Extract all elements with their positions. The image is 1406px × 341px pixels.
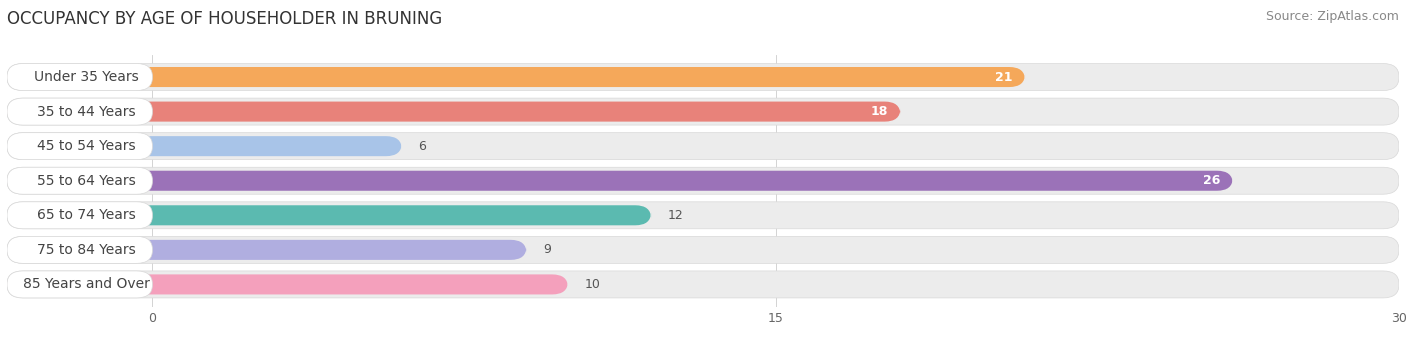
FancyBboxPatch shape	[7, 236, 1399, 263]
FancyBboxPatch shape	[7, 133, 152, 160]
FancyBboxPatch shape	[7, 167, 1399, 194]
FancyBboxPatch shape	[7, 271, 1399, 298]
FancyBboxPatch shape	[7, 205, 651, 225]
FancyBboxPatch shape	[7, 102, 900, 122]
Text: 35 to 44 Years: 35 to 44 Years	[37, 105, 135, 119]
FancyBboxPatch shape	[7, 133, 1399, 160]
FancyBboxPatch shape	[7, 271, 152, 298]
FancyBboxPatch shape	[7, 167, 152, 194]
Text: 6: 6	[419, 140, 426, 153]
Text: 26: 26	[1204, 174, 1220, 187]
FancyBboxPatch shape	[7, 275, 568, 295]
FancyBboxPatch shape	[7, 240, 526, 260]
Text: 10: 10	[585, 278, 600, 291]
Text: 18: 18	[870, 105, 889, 118]
FancyBboxPatch shape	[7, 202, 1399, 229]
FancyBboxPatch shape	[7, 136, 402, 156]
FancyBboxPatch shape	[7, 63, 1399, 90]
FancyBboxPatch shape	[7, 202, 152, 229]
FancyBboxPatch shape	[7, 67, 1025, 87]
FancyBboxPatch shape	[7, 63, 152, 90]
Text: 12: 12	[668, 209, 683, 222]
Text: 45 to 54 Years: 45 to 54 Years	[37, 139, 135, 153]
Text: 65 to 74 Years: 65 to 74 Years	[37, 208, 135, 222]
Text: 21: 21	[995, 71, 1012, 84]
FancyBboxPatch shape	[7, 236, 152, 263]
FancyBboxPatch shape	[7, 171, 1233, 191]
FancyBboxPatch shape	[7, 98, 1399, 125]
Text: 55 to 64 Years: 55 to 64 Years	[37, 174, 135, 188]
Text: 9: 9	[543, 243, 551, 256]
Text: 85 Years and Over: 85 Years and Over	[22, 278, 149, 292]
Text: OCCUPANCY BY AGE OF HOUSEHOLDER IN BRUNING: OCCUPANCY BY AGE OF HOUSEHOLDER IN BRUNI…	[7, 10, 443, 28]
Text: Under 35 Years: Under 35 Years	[34, 70, 138, 84]
Text: Source: ZipAtlas.com: Source: ZipAtlas.com	[1265, 10, 1399, 23]
FancyBboxPatch shape	[7, 98, 152, 125]
Text: 75 to 84 Years: 75 to 84 Years	[37, 243, 135, 257]
